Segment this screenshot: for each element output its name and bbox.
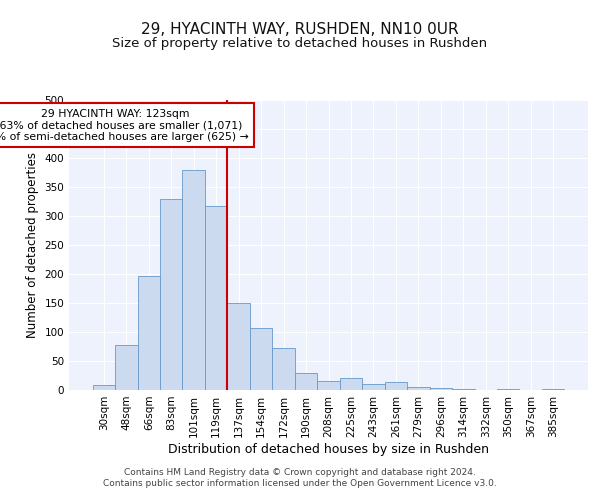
Bar xyxy=(430,388,452,390)
Bar xyxy=(340,378,362,390)
Bar xyxy=(317,382,340,390)
Bar xyxy=(137,276,160,390)
Bar xyxy=(407,387,430,390)
Bar xyxy=(452,389,475,390)
Text: 29 HYACINTH WAY: 123sqm
← 63% of detached houses are smaller (1,071)
37% of semi: 29 HYACINTH WAY: 123sqm ← 63% of detache… xyxy=(0,108,248,142)
Y-axis label: Number of detached properties: Number of detached properties xyxy=(26,152,39,338)
Bar xyxy=(182,170,205,390)
Bar xyxy=(205,206,227,390)
Text: Contains HM Land Registry data © Crown copyright and database right 2024.
Contai: Contains HM Land Registry data © Crown c… xyxy=(103,468,497,487)
Bar xyxy=(272,348,295,390)
Bar xyxy=(295,372,317,390)
Bar xyxy=(160,198,182,390)
Bar xyxy=(115,346,137,390)
X-axis label: Distribution of detached houses by size in Rushden: Distribution of detached houses by size … xyxy=(168,442,489,456)
Bar xyxy=(250,328,272,390)
Text: Size of property relative to detached houses in Rushden: Size of property relative to detached ho… xyxy=(112,38,488,51)
Bar xyxy=(227,303,250,390)
Text: 29, HYACINTH WAY, RUSHDEN, NN10 0UR: 29, HYACINTH WAY, RUSHDEN, NN10 0UR xyxy=(141,22,459,38)
Bar xyxy=(362,384,385,390)
Bar xyxy=(92,386,115,390)
Bar xyxy=(385,382,407,390)
